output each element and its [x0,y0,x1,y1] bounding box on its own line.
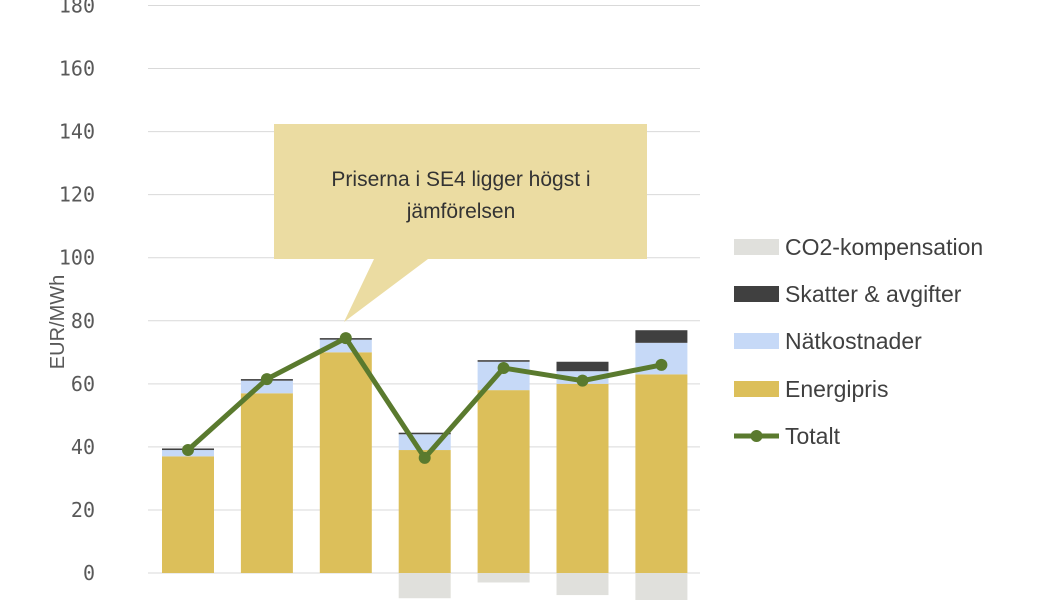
y-tick-label: 100 [59,246,95,270]
callout-line-2: jämförelsen [406,200,516,223]
y-tick-label: 60 [71,372,95,396]
annotation-callout: Priserna i SE4 ligger högst i jämförelse… [274,124,647,322]
callout-box [274,124,647,322]
legend-swatch [734,286,779,302]
total-line-series [182,332,668,464]
y-axis-ticks: 0 20 40 60 80 100 120 140 160 180 [59,0,95,585]
bar-co2-kompensation [556,573,609,596]
y-tick-label: 40 [71,435,95,459]
y-tick-label: 120 [59,183,95,207]
bar-energipris [398,450,451,573]
y-tick-label: 80 [71,309,95,333]
legend-label: Totalt [785,423,841,449]
legend-swatch [734,381,779,397]
bar-energipris [556,383,609,573]
y-tick-label: 20 [71,498,95,522]
bar-co2-kompensation [635,573,688,600]
legend-label: Skatter & avgifter [785,281,962,307]
y-tick-label: 160 [59,57,95,81]
total-point [655,358,668,371]
y-tick-label: 180 [59,0,95,17]
bar-energipris [240,393,293,573]
bar-skatter-avgifter [477,360,530,362]
bar-skatter-avgifter [398,432,451,435]
bar-co2-kompensation [398,573,451,599]
y-tick-label: 0 [83,561,95,585]
bar-skatter-avgifter [556,361,609,372]
bar-skatter-avgifter [635,330,688,343]
legend-swatch [734,239,779,255]
bar-energipris [635,374,688,573]
legend-marker-totalt [750,430,763,442]
total-point [339,332,352,345]
bar-energipris [477,390,530,573]
total-point [576,374,589,387]
bar-co2-kompensation [477,573,530,583]
y-tick-label: 140 [59,120,95,144]
bar-energipris [319,352,372,573]
legend-swatch [734,333,779,349]
total-point [182,444,194,457]
total-point [418,451,431,464]
bar-energipris [162,456,214,573]
legend-label: CO2-kompensation [785,234,983,260]
callout-line-1: Priserna i SE4 ligger högst i [331,168,590,191]
legend-label: Nätkostnader [785,328,922,354]
bars [162,330,688,600]
total-point [497,362,510,375]
legend: CO2-kompensation Skatter & avgifter Nätkos… [734,234,983,449]
y-axis-label: EUR/MWh [47,275,69,369]
total-point [260,373,273,386]
legend-label: Energipris [785,376,889,402]
